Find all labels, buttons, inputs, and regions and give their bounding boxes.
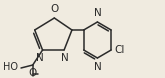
Text: HO: HO bbox=[3, 62, 18, 72]
Text: N: N bbox=[94, 8, 101, 18]
Text: N: N bbox=[61, 53, 69, 63]
Text: O: O bbox=[29, 68, 37, 78]
Text: N: N bbox=[36, 53, 44, 63]
Text: Cl: Cl bbox=[114, 45, 124, 55]
Text: O: O bbox=[50, 4, 58, 14]
Text: N: N bbox=[94, 62, 101, 72]
